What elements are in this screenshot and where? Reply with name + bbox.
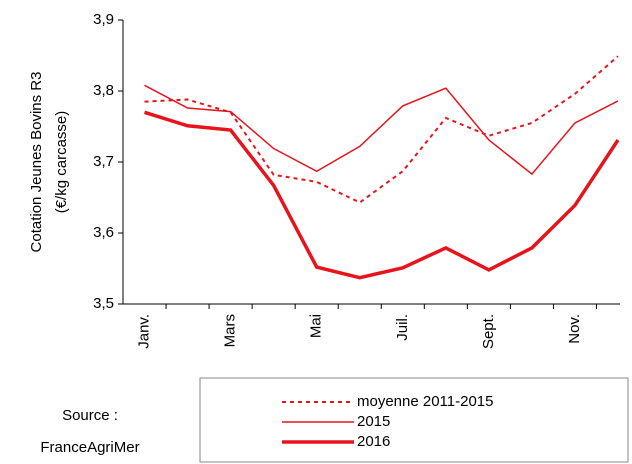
x-tick-label: Mars [222,314,239,347]
y-axis-label: Cotation Jeunes Bovins R3 [28,72,45,253]
series-line [144,84,619,176]
source: FranceAgriMer [40,439,139,456]
x-tick-label: Juil. [394,314,411,341]
legend-label: 2015 [357,413,390,430]
y-tick-label: 3,6 [93,224,114,241]
legend-label: 2016 [357,433,390,450]
source: Source : [62,407,118,424]
x-tick-label: Sept. [480,314,497,349]
y-axis-label: (€/kg carcasse) [53,111,70,214]
x-tick-label: Mai [308,314,325,338]
y-tick-label: 3,9 [93,11,114,28]
x-tick-label: Nov. [566,314,583,344]
legend-label: moyenne 2011-2015 [357,393,494,410]
y-tick-label: 3,5 [93,295,114,312]
legend-box [199,377,629,463]
series-line [144,55,619,204]
y-tick-label: 3,7 [93,153,114,170]
x-tick-label: Janv. [135,314,152,349]
y-tick-label: 3,8 [93,82,114,99]
series-line [143,110,620,280]
